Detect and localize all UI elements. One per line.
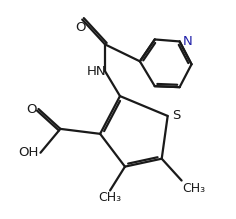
Text: OH: OH: [18, 146, 38, 159]
Text: O: O: [26, 102, 37, 115]
Text: CH₃: CH₃: [183, 182, 206, 194]
Text: S: S: [172, 110, 180, 122]
Text: N: N: [183, 35, 192, 48]
Text: CH₃: CH₃: [98, 191, 122, 205]
Text: HN: HN: [86, 65, 106, 78]
Text: O: O: [75, 21, 85, 34]
